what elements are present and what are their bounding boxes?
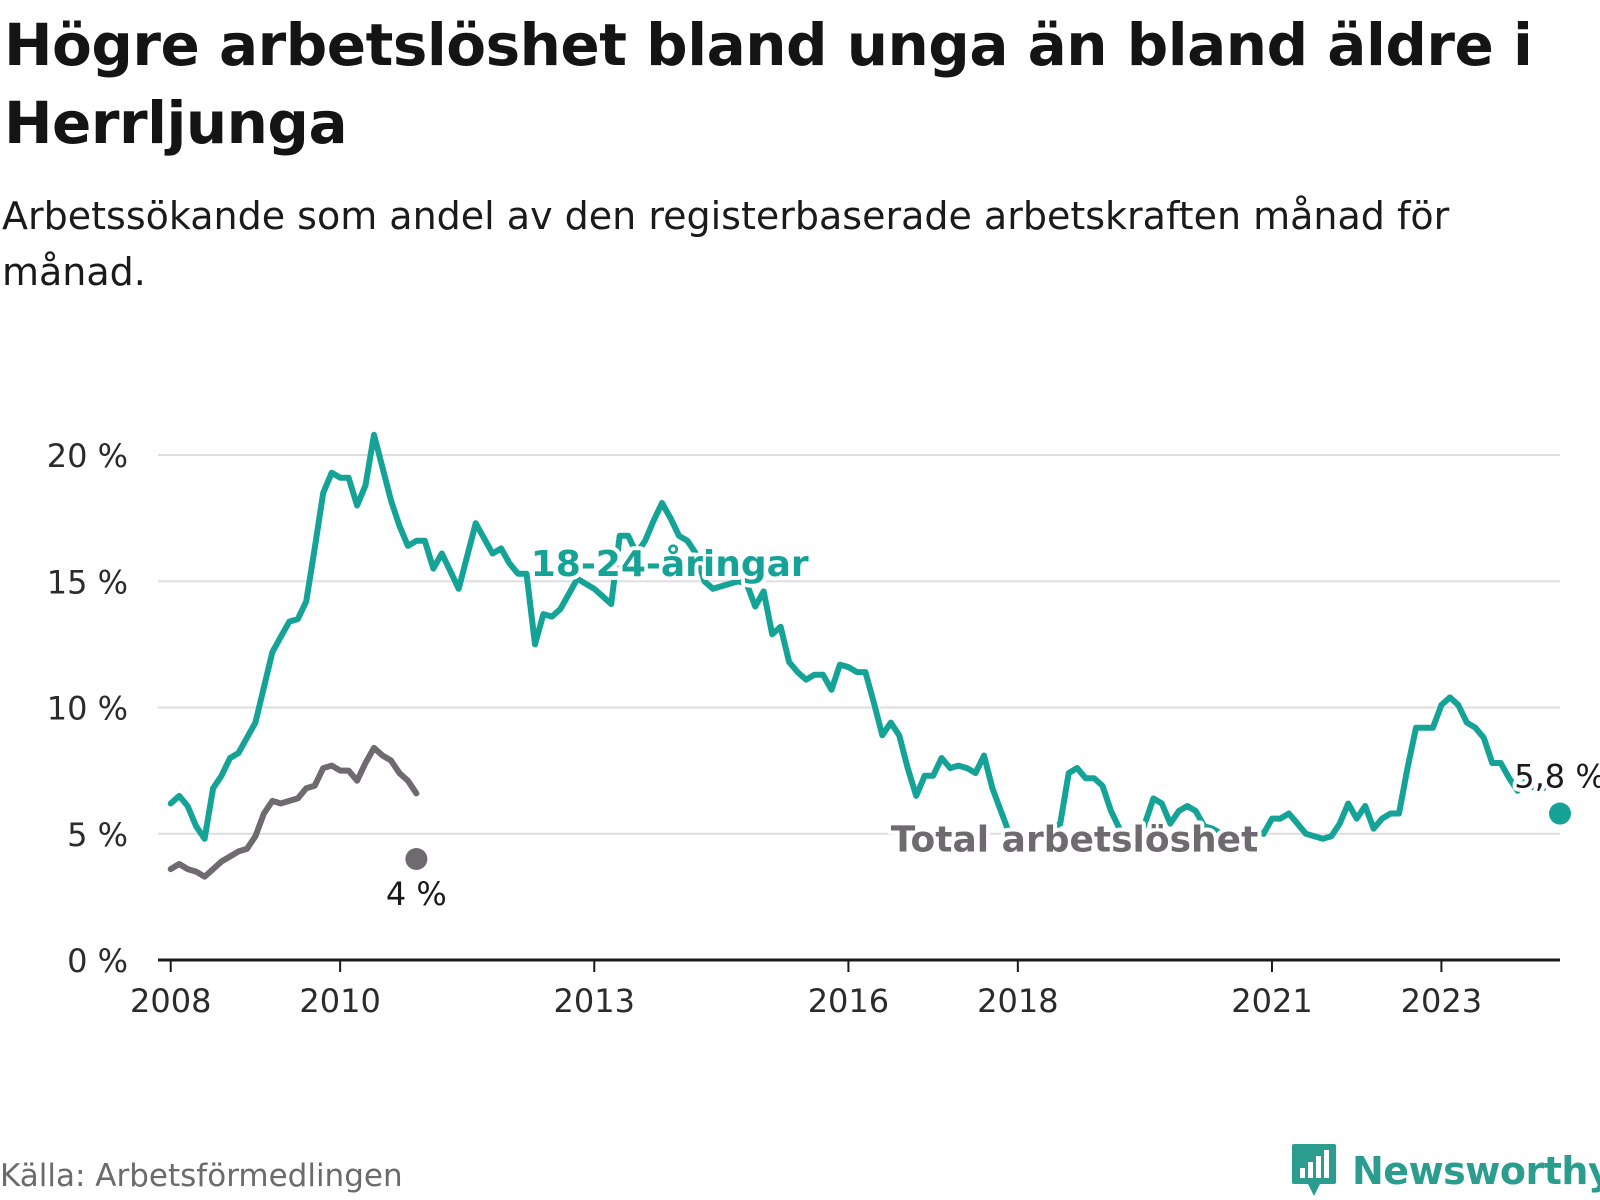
end-label-total-halo: 4 % <box>386 875 447 913</box>
end-point-total <box>405 848 428 870</box>
series-line-youth <box>167 431 1563 847</box>
end-label-youth: 5,8 %5,8 % <box>1510 754 1600 800</box>
y-tick-label: 5 % <box>67 816 128 854</box>
x-tick-label: 2021 <box>1231 982 1312 1020</box>
chart-title: Högre arbetslöshet bland unga än bland ä… <box>4 11 1533 157</box>
x-tick-label: 2013 <box>554 982 635 1020</box>
series-lines <box>167 431 1571 880</box>
newsworthy-logo-icon <box>1292 1144 1336 1196</box>
end-label-total-text: 4 % <box>386 875 447 913</box>
end-label-youth-halo: 5,8 % <box>1514 758 1600 796</box>
y-tick-label: 20 % <box>47 437 128 475</box>
x-tick-label: 2008 <box>130 982 211 1020</box>
brand-name: Newsworthy <box>1352 1149 1600 1193</box>
brand-logo[interactable]: Newsworthy <box>1290 1142 1600 1200</box>
series-label-total-text: Total arbetslöshet <box>891 819 1259 860</box>
y-tick-label: 10 % <box>47 690 128 728</box>
y-tick-label: 0 % <box>67 942 128 980</box>
source-note: Källa: Arbetsförmedlingen <box>0 1158 403 1194</box>
x-tick-label: 2016 <box>808 982 889 1020</box>
series-label-youth-text: 18-24-åringar <box>531 544 809 585</box>
x-tick-label: 2010 <box>299 982 380 1020</box>
end-point-youth <box>1549 802 1571 825</box>
y-tick-label: 15 % <box>47 563 128 601</box>
end-label-youth-text: 5,8 % <box>1514 758 1600 796</box>
series-label-youth-halo: 18-24-åringar <box>531 544 809 585</box>
end-label-total: 4 %4 % <box>382 871 451 917</box>
x-tick-label: 2018 <box>977 982 1058 1020</box>
y-axis-ticks: 0 % 5 % 10 % 15 % 20 % <box>47 437 128 980</box>
series-label-total-halo: Total arbetslöshet <box>891 819 1259 860</box>
chart-subtitle: Arbetssökande som andel av den registerb… <box>2 194 1450 294</box>
grid-lines <box>158 454 1560 835</box>
x-tick-label: 2023 <box>1401 982 1482 1020</box>
series-line-total <box>167 744 420 880</box>
x-axis: 2008 2010 2013 2016 2018 2021 2023 <box>130 958 1560 1020</box>
